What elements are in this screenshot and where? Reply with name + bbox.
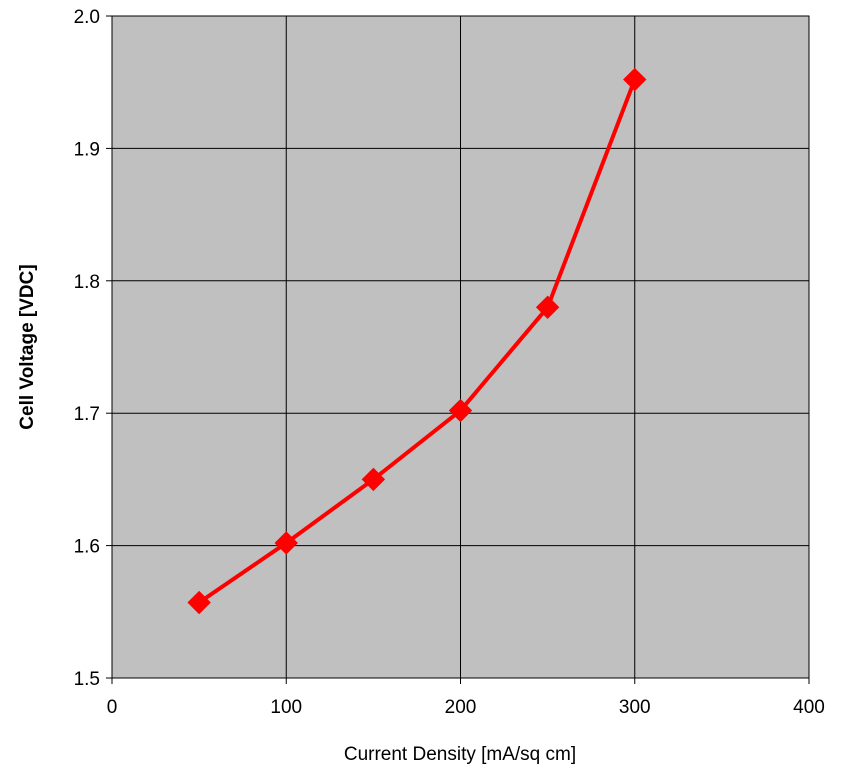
- x-tick-label: 200: [445, 697, 477, 718]
- x-tick-label: 300: [619, 697, 651, 718]
- y-tick-label: 1.5: [74, 669, 100, 690]
- data-point-marker: [535, 295, 560, 319]
- x-axis-title: Current Density [mA/sq cm]: [344, 744, 576, 765]
- y-axis-title: Cell Voltage [VDC]: [17, 264, 38, 429]
- data-point-marker: [361, 467, 386, 492]
- y-tick-label: 1.9: [74, 139, 100, 160]
- y-tick-label: 1.8: [74, 272, 100, 293]
- y-tick-label: 1.7: [74, 404, 100, 425]
- x-tick-label: 100: [270, 697, 302, 718]
- data-point-marker: [274, 531, 298, 555]
- data-point-marker: [448, 398, 473, 423]
- axis-ticks: 0 100 200 300 400 1.5 1.6 1.7 1.8 1.9 2.0: [74, 7, 825, 718]
- series-line: [197, 77, 637, 605]
- y-tick-label: 1.6: [74, 537, 100, 558]
- x-tick-label: 0: [107, 697, 118, 718]
- y-tick-label: 2.0: [74, 7, 100, 28]
- series-layer: [187, 67, 647, 615]
- data-point-marker: [187, 590, 211, 615]
- data-point-marker: [623, 67, 647, 92]
- x-tick-label: 400: [793, 697, 825, 718]
